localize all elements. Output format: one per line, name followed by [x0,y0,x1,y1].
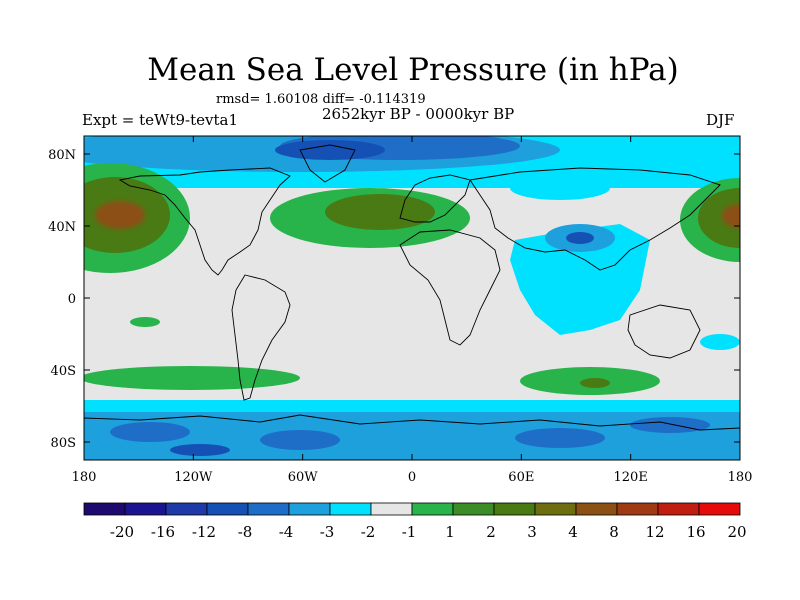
colorbar-swatch [657,502,700,516]
australia-coast [627,304,701,359]
x-tick-label: 120E [614,470,648,485]
colorbar-label: 4 [568,523,578,541]
stats-line: rmsd= 1.60108 diff= -0.114319 [216,92,426,107]
colorbar-swatch [83,502,126,516]
colorbar-label: -3 [320,523,335,541]
north-america-coast [118,167,291,276]
colorbar-label: 1 [445,523,455,541]
colorbar-swatch [370,502,413,516]
colorbar: -20 -16 -12 -8 -4 -3 -2 -1 1 2 3 4 8 12 16 20 [83,502,747,541]
colorbar-label: 16 [686,523,705,541]
y-axis: 80N 40N 0 40S 80S [48,148,740,451]
y-tick-label: 80N [48,148,76,163]
y-tick-label: 0 [68,292,76,307]
colorbar-label: -20 [110,523,134,541]
asian-low-core [566,232,594,244]
y-tick-label: 80S [51,436,76,451]
australia-low [700,334,740,350]
colorbar-label: 3 [527,523,537,541]
colorbar-swatch [288,502,331,516]
y-tick-label: 40S [51,364,76,379]
chart-title: Mean Sea Level Pressure (in hPa) [147,52,679,88]
south-pacific-high [84,366,300,390]
colorbar-swatch [247,502,290,516]
north-pacific-high-core [95,201,145,229]
antarctic-low-d [630,417,710,433]
siberian-low [510,176,610,200]
colorbar-label: -1 [402,523,417,541]
south-america-coast [231,274,291,401]
period-label: 2652kyr BP - 0000kyr BP [322,105,515,123]
colorbar-swatch [452,502,495,516]
coastlines [84,144,740,431]
colorbar-swatch [329,502,372,516]
north-pacific-west-low [650,161,730,179]
y-tick-label: 40N [48,220,76,235]
x-tick-label: 180 [72,470,97,485]
south-indian-high-core [580,378,610,388]
colorbar-swatch [411,502,454,516]
x-tick-label: 0 [408,470,416,485]
colorbar-label: -12 [192,523,216,541]
colorbar-label: 20 [727,523,746,541]
colorbar-swatch [698,502,741,516]
greenland-coast [299,144,356,183]
x-tick-label: 120W [174,470,213,485]
colorbar-label: 2 [486,523,496,541]
antarctic-low-b [260,430,340,450]
colorbar-label: -4 [279,523,294,541]
south-pacific-high-small [130,317,160,327]
colorbar-swatch [493,502,536,516]
europe-coast [399,174,471,223]
greenland-low [275,140,385,160]
west-pacific-high-core [722,204,740,228]
colorbar-label: -8 [238,523,253,541]
x-tick-label: 60W [288,470,319,485]
antarctic-low-a [110,422,190,442]
contour-fields [84,136,740,460]
antarctica-coast [84,414,740,431]
antarctic-low-e [170,444,230,456]
colorbar-label: 8 [609,523,619,541]
x-tick-label: 180 [728,470,753,485]
colorbar-label: -2 [361,523,376,541]
colorbar-swatch [165,502,208,516]
x-tick-label: 60E [508,470,534,485]
season-label: DJF [706,111,735,129]
west-pacific-high-mid [698,188,740,248]
colorbar-label: -16 [151,523,175,541]
colorbar-swatch [206,502,249,516]
colorbar-swatch [124,502,167,516]
north-atlantic-high-mid [325,194,435,230]
experiment-label: Expt = teWt9-tevta1 [82,111,238,129]
colorbar-swatch [616,502,659,516]
colorbar-swatch [575,502,618,516]
colorbar-swatch [534,502,577,516]
colorbar-label: 12 [645,523,664,541]
x-axis: 180 120W 60W 0 60E 120E 180 [72,136,753,485]
asia-coast [469,167,721,271]
antarctic-low-c [515,428,605,448]
africa-coast [399,229,501,346]
